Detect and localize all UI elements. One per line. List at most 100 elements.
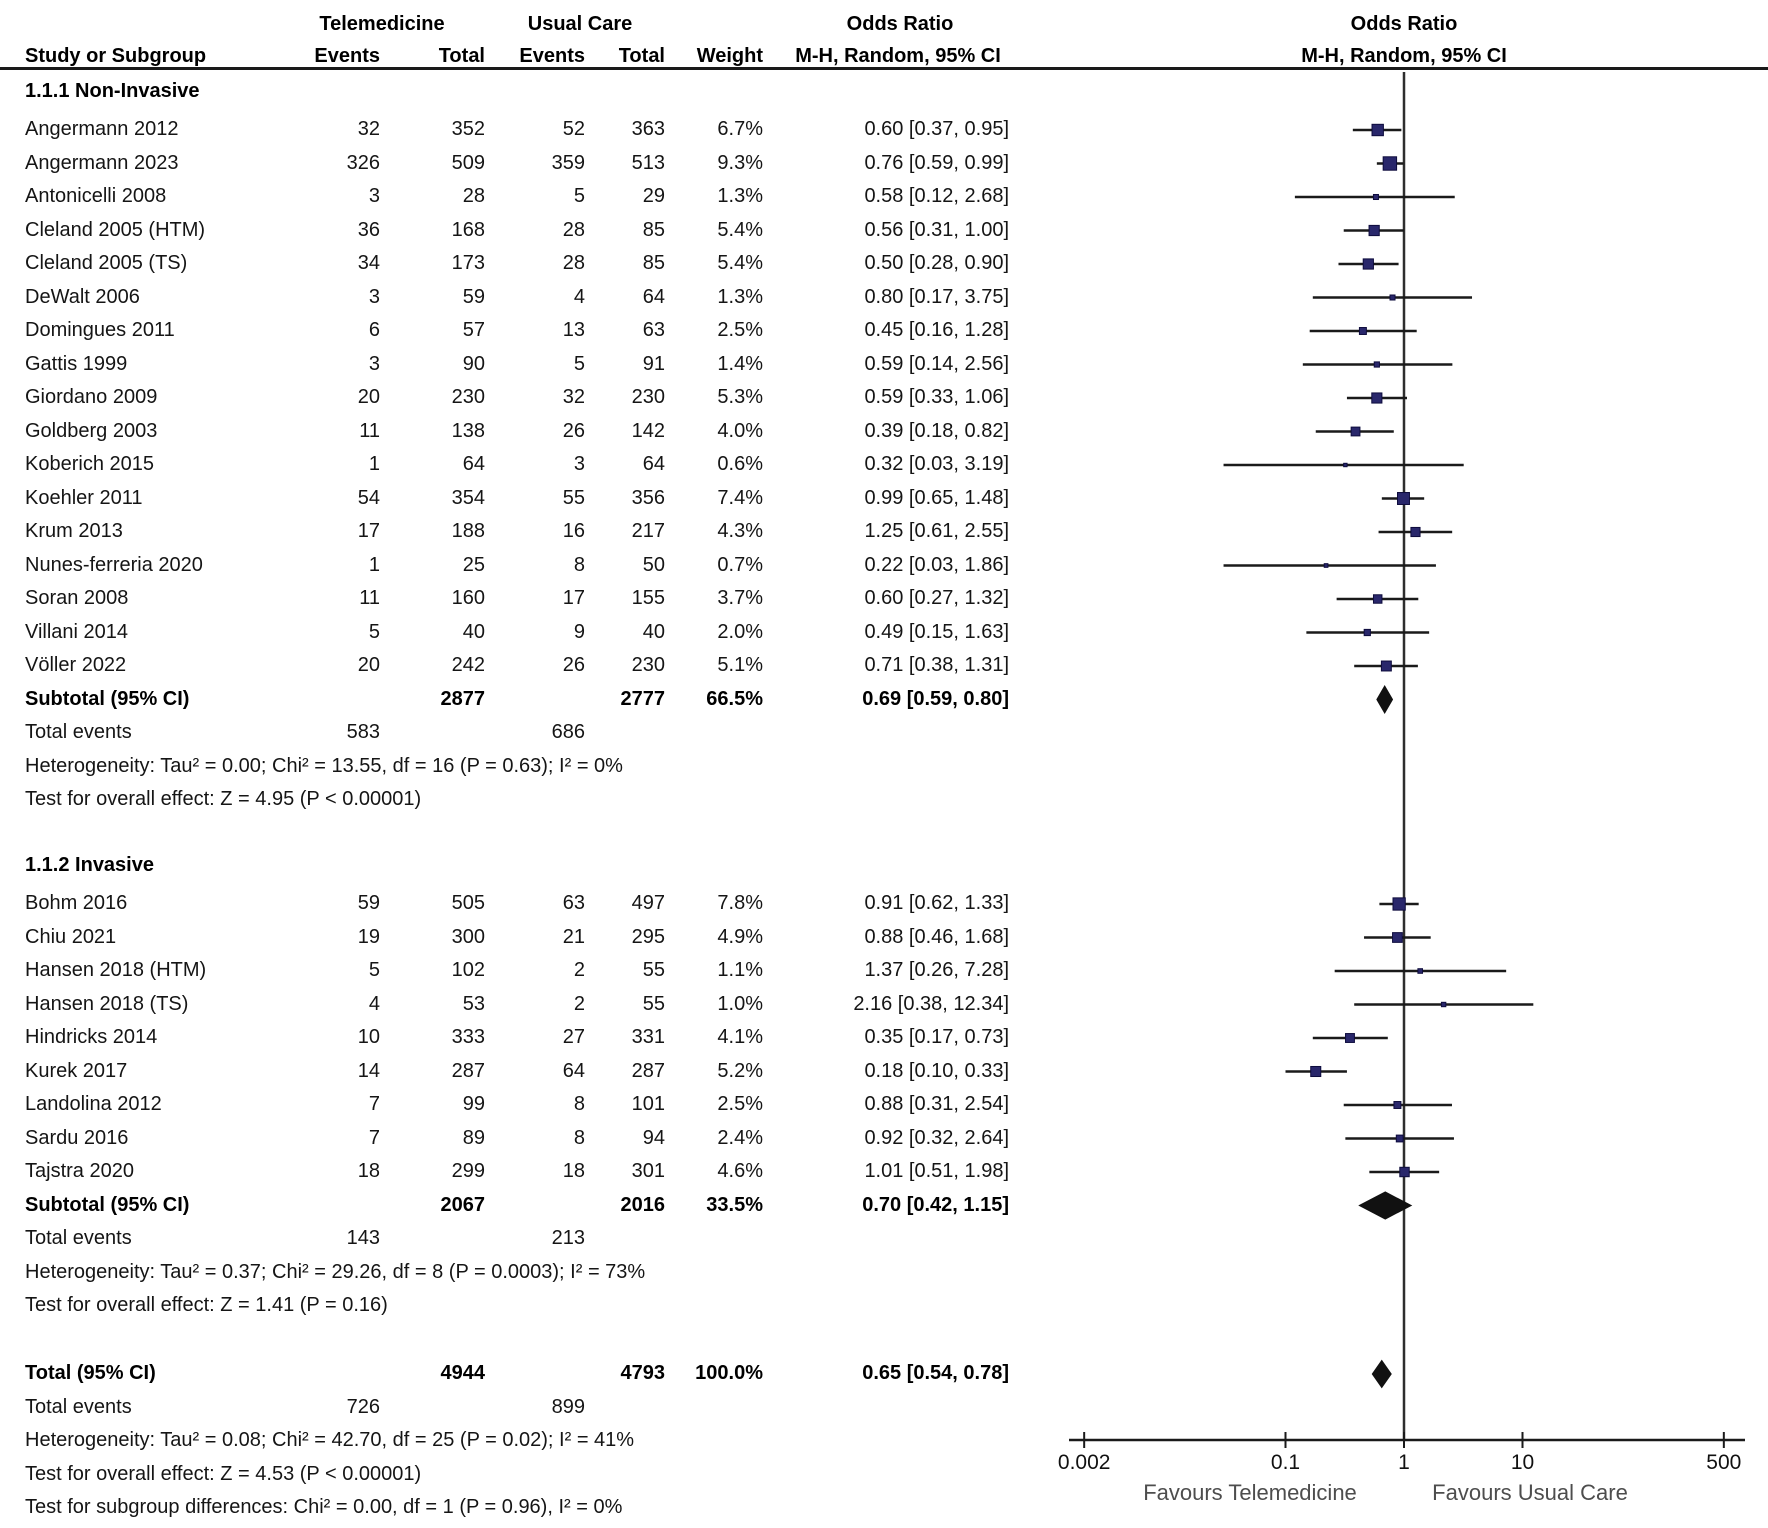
or-ci-cell: 0.99 [0.65, 1.48] [864,486,1009,509]
axis-tick-label: 1 [1398,1451,1410,1474]
column-odds-ratio-right: Odds Ratio [1350,13,1458,35]
total-usual-care-cell: 94 [642,1126,665,1149]
or-ci-cell: 0.59 [0.14, 2.56] [864,352,1009,375]
events-usual-care-cell: 28 [562,252,585,274]
total-usual-care-cell: 295 [631,925,665,948]
events-usual-care-cell: 32 [562,386,585,408]
weight-cell: 66.5% [706,687,763,710]
events-telemedicine-cell: 3 [368,285,380,308]
weight-cell: 2.5% [717,319,763,341]
or-ci-cell: 0.32 [0.03, 3.19] [864,453,1009,475]
total-usual-care-cell: 230 [631,386,665,408]
total-usual-care-cell: 2777 [620,687,666,710]
or-square [1440,1001,1447,1008]
events-telemedicine-cell: 18 [357,1160,380,1182]
events-telemedicine-cell: 7 [368,1093,380,1115]
events-usual-care-cell: 9 [573,620,585,643]
or-square [1410,526,1421,538]
events-usual-care-cell: 26 [562,654,585,676]
subtotal-label: Subtotal (95% CI) [25,687,190,710]
column-group-usual-care: Usual Care [527,13,633,35]
study-name: Tajstra 2020 [25,1160,134,1182]
or-ci-cell: 0.92 [0.32, 2.64] [864,1126,1009,1149]
or-square [1363,628,1371,637]
pooled-diamond [1376,685,1394,714]
or-ci-cell: 0.39 [0.18, 0.82] [864,419,1009,442]
or-ci-cell: 0.76 [0.59, 0.99] [864,151,1009,174]
weight-cell: 5.1% [717,654,763,676]
or-ci-cell: 0.45 [0.16, 1.28] [864,319,1009,341]
weight-cell: 6.7% [717,118,763,140]
or-square [1372,193,1379,201]
study-name: Gattis 1999 [25,352,128,375]
total-usual-care-cell: 217 [631,520,665,542]
study-name: Kurek 2017 [25,1059,128,1082]
events-usual-care-cell: 13 [562,319,585,341]
or-ci-cell: 0.80 [0.17, 3.75] [864,285,1009,308]
events-telemedicine-cell: 11 [359,419,380,442]
total-telemedicine-cell: 53 [462,992,485,1015]
total-usual-care-cell: 40 [642,620,665,643]
total-usual-care-cell: 497 [631,892,665,914]
events-telemedicine-cell: 1 [368,553,380,576]
events-usual-care-cell: 17 [562,587,585,609]
axis-tick-label: 10 [1511,1451,1534,1474]
weight-cell: 1.1% [717,959,763,981]
total-telemedicine-cell: 168 [451,218,485,241]
total-telemedicine-cell: 57 [462,319,485,341]
weight-cell: 7.4% [717,486,763,509]
study-name: Domingues 2011 [25,319,175,341]
or-ci-cell: 1.01 [0.51, 1.98] [864,1160,1009,1182]
column-mh-random-ci-right: M-H, Random, 95% CI [1301,45,1507,67]
weight-cell: 1.3% [717,285,763,308]
overall-effect-note: Test for overall effect: Z = 4.95 (P < 0… [25,788,422,810]
events-telemedicine-cell: 20 [357,386,380,408]
total-usual-care-cell: 2016 [620,1193,666,1216]
events-usual-care-cell: 8 [573,1093,585,1115]
total-events-label: Total events [25,1395,132,1418]
study-name: Soran 2008 [25,587,129,609]
events-usual-care-cell: 2 [573,959,585,981]
total-telemedicine-cell: 40 [462,620,485,643]
or-square [1382,156,1398,171]
total-telemedicine-cell: 354 [451,486,485,509]
events-telemedicine-cell: 6 [368,319,380,341]
total-telemedicine-cell: 102 [451,959,485,981]
study-name: Cleland 2005 (HTM) [25,218,206,241]
column-odds-ratio-left: Odds Ratio [846,13,954,35]
weight-cell: 33.5% [706,1193,763,1216]
or-ci-cell: 0.50 [0.28, 0.90] [864,252,1009,274]
total-telemedicine-cell: 138 [451,419,485,442]
events-usual-care-cell: 8 [573,1126,585,1149]
study-name: Bohm 2016 [25,892,128,914]
total-telemedicine-cell: 242 [451,654,485,676]
study-name: Giordano 2009 [25,386,158,408]
weight-cell: 1.3% [717,185,763,207]
or-ci-cell: 0.91 [0.62, 1.33] [864,892,1009,914]
total-usual-care-cell: 363 [631,118,665,140]
total-telemedicine-cell: 352 [451,118,485,140]
favours-usual-care-label: Favours Usual Care [1432,1480,1628,1505]
events-telemedicine-cell: 17 [357,520,380,542]
axis-tick-label: 0.002 [1058,1451,1111,1474]
or-ci-cell: 0.59 [0.33, 1.06] [864,386,1009,408]
axis-tick-label: 500 [1706,1451,1741,1474]
total-events-usual-care: 686 [551,721,585,743]
events-telemedicine-cell: 59 [357,892,380,914]
or-ci-cell: 0.22 [0.03, 1.86] [864,553,1009,576]
weight-cell: 2.0% [717,620,763,643]
weight-cell: 5.4% [717,252,763,274]
or-ci-cell: 1.25 [0.61, 2.55] [864,520,1009,542]
weight-cell: 0.6% [717,453,763,475]
total-usual-care-cell: 155 [631,587,665,609]
events-telemedicine-cell: 34 [357,252,380,274]
events-telemedicine-cell: 3 [368,352,380,375]
favours-telemedicine-label: Favours Telemedicine [1143,1480,1357,1505]
study-name: Angermann 2012 [25,118,179,140]
total-usual-care-cell: 356 [631,486,665,509]
weight-cell: 3.7% [717,587,763,609]
or-square [1395,1134,1404,1143]
total-usual-care-cell: 64 [642,453,665,475]
total-usual-care-cell: 55 [642,992,665,1015]
